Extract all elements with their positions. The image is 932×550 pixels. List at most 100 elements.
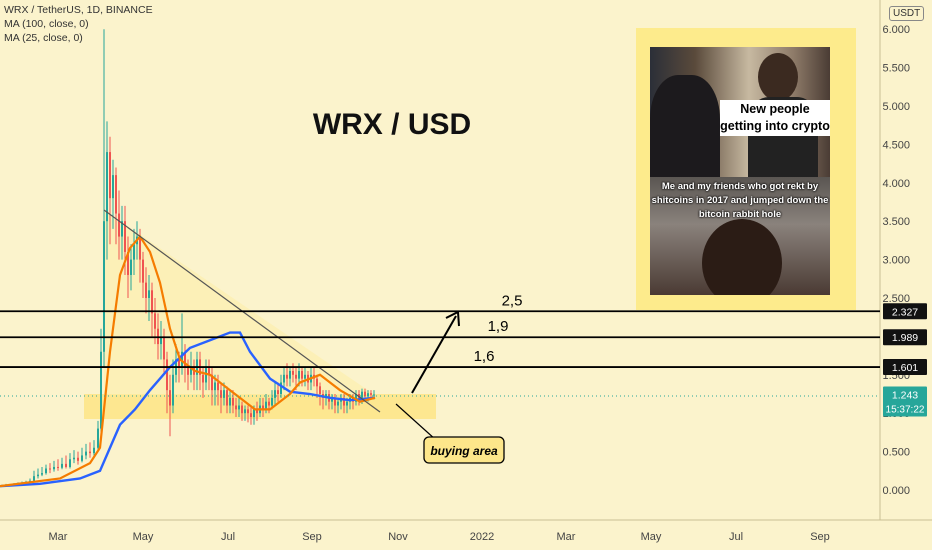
- x-tick-label: Sep: [302, 531, 322, 543]
- y-tick-label: 5.000: [882, 101, 910, 113]
- candle-body: [49, 468, 51, 470]
- candle-body: [184, 351, 186, 368]
- candle-body: [220, 390, 222, 398]
- meme-caption-top: New people getting into crypto: [720, 100, 830, 136]
- candle-body: [37, 474, 39, 477]
- candle-body: [118, 213, 120, 237]
- candle-body: [41, 473, 43, 475]
- candle-body: [169, 390, 171, 406]
- price-tag: 1.989: [892, 332, 918, 344]
- candle-body: [53, 466, 55, 470]
- candle-body: [106, 152, 108, 222]
- x-tick-label: Jul: [729, 531, 743, 543]
- meme-caption-bottom: Me and my friends who got rekt by shitco…: [651, 181, 829, 220]
- candle-body: [235, 405, 237, 410]
- target-label: 1,9: [488, 318, 509, 335]
- target-label: 1,6: [474, 348, 495, 365]
- candle-body: [148, 290, 150, 298]
- candle-body: [145, 282, 147, 298]
- candle-body: [301, 370, 303, 379]
- candle-body: [334, 397, 336, 406]
- meme-image: New people getting into crypto Me and my…: [636, 28, 856, 310]
- candle-body: [253, 409, 255, 418]
- candle-body: [367, 393, 369, 397]
- candle-body: [124, 221, 126, 252]
- candle-body: [214, 382, 216, 391]
- bar-countdown: 15:37:22: [886, 405, 925, 416]
- candlestick-series: [1, 29, 375, 487]
- candle-body: [283, 374, 285, 383]
- buying-area-callout: [423, 436, 505, 464]
- candle-body: [262, 405, 264, 410]
- candle-body: [202, 374, 204, 383]
- candle-body: [361, 391, 363, 398]
- x-tick-label: Jul: [221, 531, 235, 543]
- candle-body: [81, 455, 83, 461]
- candle-body: [268, 401, 270, 406]
- price-tag: 2.327: [892, 306, 918, 318]
- y-tick-label: 2.500: [882, 293, 910, 305]
- candle-body: [130, 259, 132, 275]
- price-tag-bg: [883, 359, 927, 376]
- y-tick-label: 3.000: [882, 255, 910, 267]
- meme-panel-bottom: [650, 177, 830, 295]
- candle-body: [337, 401, 339, 406]
- candle-body: [178, 359, 180, 368]
- x-tick-label: May: [641, 531, 662, 543]
- currency-badge[interactable]: USDT: [889, 6, 925, 21]
- current-price-value: 1.243: [892, 390, 918, 402]
- triangle-zone: [104, 210, 375, 395]
- candle-body: [343, 397, 345, 406]
- target-label: 2,5: [502, 292, 523, 309]
- candle-body: [244, 409, 246, 414]
- candle-body: [247, 409, 249, 414]
- candle-body: [112, 175, 114, 199]
- candle-body: [109, 152, 111, 199]
- candle-body: [373, 394, 375, 396]
- x-tick-label: Mar: [49, 531, 68, 543]
- candle-body: [331, 397, 333, 402]
- x-tick-label: Mar: [557, 531, 576, 543]
- candle-body: [133, 244, 135, 260]
- breakout-arrowhead: [445, 310, 460, 327]
- callout-pointer: [395, 403, 437, 441]
- candle-body: [154, 313, 156, 329]
- candle-body: [97, 428, 99, 448]
- candle-body: [271, 397, 273, 406]
- candle-body: [346, 401, 348, 406]
- buying-area-label: buying area: [430, 444, 498, 458]
- candle-body: [69, 459, 71, 467]
- candle-body: [280, 382, 282, 394]
- ma100-legend: MA (100, close, 0): [4, 18, 89, 30]
- symbol-line: WRX / TetherUS, 1D, BINANCE: [4, 4, 153, 16]
- y-tick-label: 5.500: [882, 63, 910, 75]
- candle-body: [355, 394, 357, 402]
- candle-body: [217, 382, 219, 391]
- x-tick-label: Nov: [388, 531, 408, 543]
- price-tag-bg: [883, 329, 927, 346]
- candle-body: [33, 476, 35, 481]
- x-tick-label: Sep: [810, 531, 830, 543]
- candle-body: [187, 367, 189, 375]
- candle-body: [163, 336, 165, 360]
- candle-body: [77, 457, 79, 461]
- candle-body: [100, 351, 102, 429]
- candle-body: [370, 393, 372, 395]
- price-tag-bg: [883, 303, 927, 320]
- candle-body: [211, 374, 213, 391]
- candle-body: [190, 367, 192, 375]
- x-tick-label: May: [133, 531, 154, 543]
- candle-body: [160, 336, 162, 345]
- candle-body: [208, 367, 210, 375]
- chart-header: WRX / TetherUS, 1D, BINANCE MA (100, clo…: [4, 3, 153, 45]
- face-shape: [758, 53, 798, 101]
- candle-body: [85, 451, 87, 456]
- meme-frame: New people getting into crypto Me and my…: [650, 47, 830, 295]
- y-tick-label: 6.000: [882, 24, 910, 36]
- candle-body: [295, 374, 297, 379]
- candle-body: [316, 378, 318, 387]
- candle-body: [89, 451, 91, 454]
- candle-body: [364, 391, 366, 397]
- candle-body: [65, 463, 67, 467]
- y-tick-label: 3.500: [882, 216, 910, 228]
